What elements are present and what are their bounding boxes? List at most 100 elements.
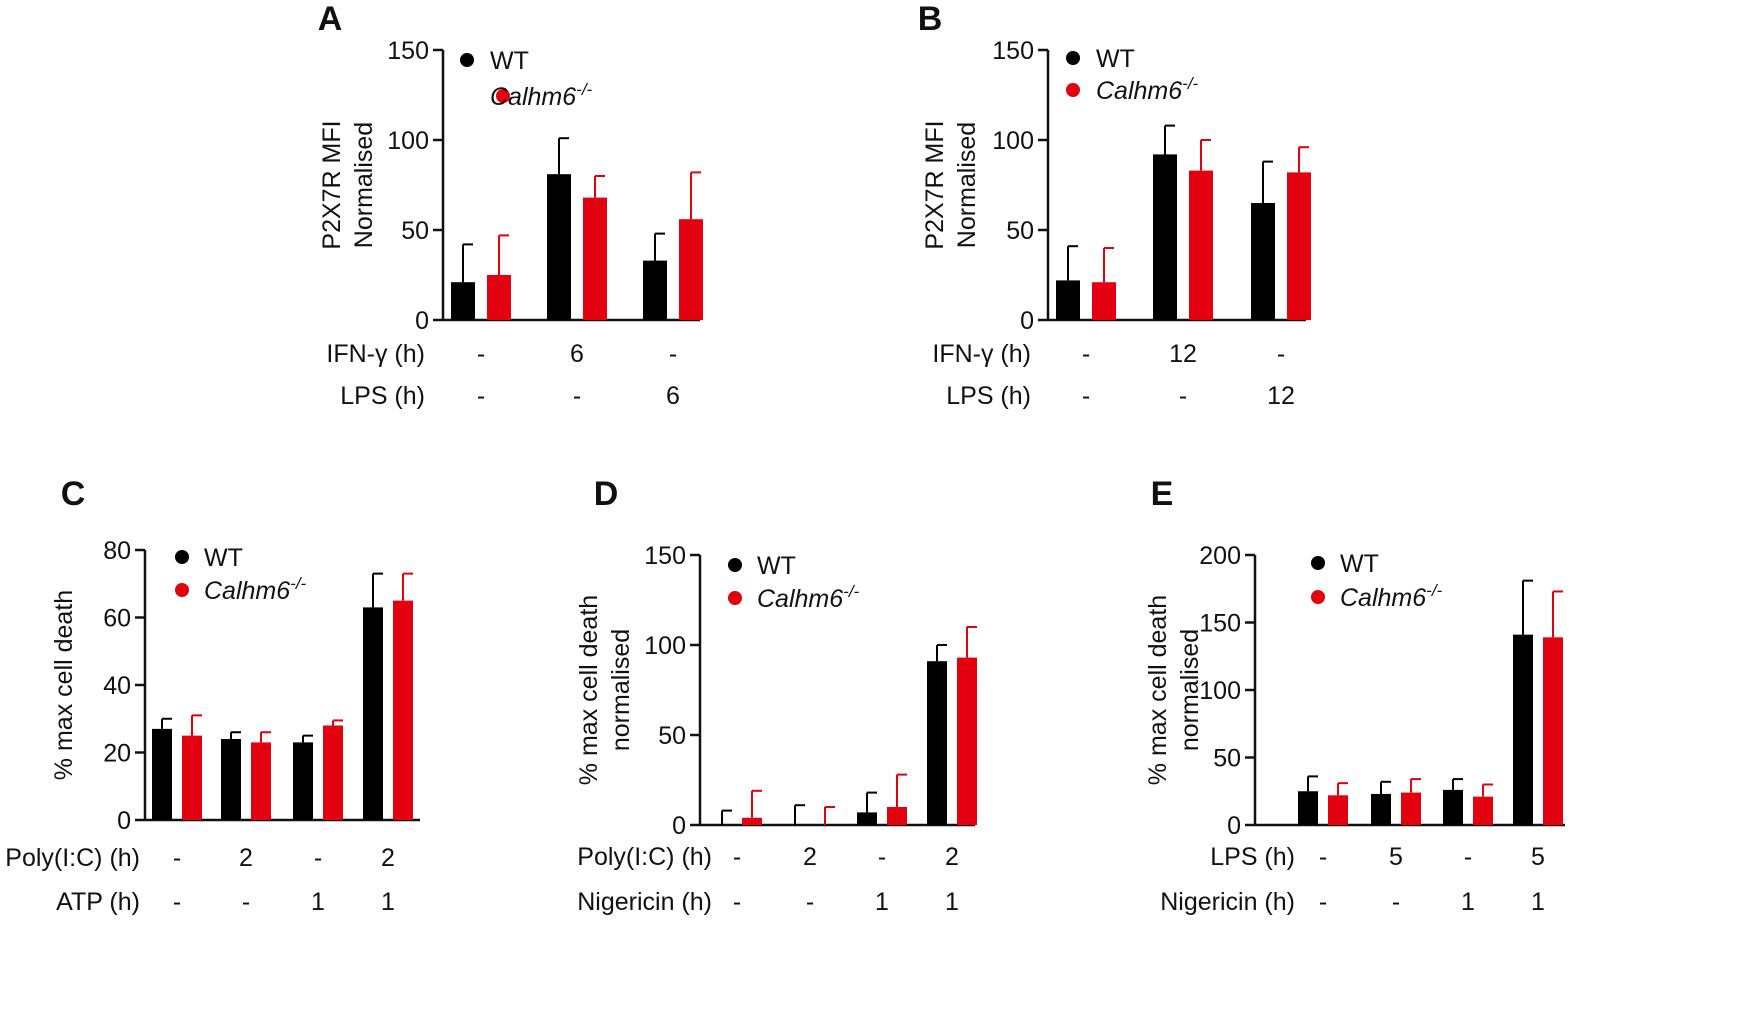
- bar: [742, 817, 762, 825]
- y-axis-title: Normalised: [350, 122, 378, 248]
- legend-label-calhm6-superscript: -/-: [1182, 74, 1198, 93]
- y-tick-label: 80: [103, 537, 131, 565]
- panel-letter: A: [318, 0, 343, 38]
- panel-b: B 0 50 100 150 P2X7R MFI Normalised IFN-γ (h) - 1…: [918, 0, 1311, 410]
- panel-letter: B: [918, 0, 943, 38]
- y-tick-label: 60: [103, 605, 131, 633]
- panel-d: D 0 50 100 150 % max cell death normalised Poly…: [575, 475, 977, 916]
- condition-value: -: [573, 382, 581, 410]
- y-tick-label: 100: [644, 632, 686, 660]
- condition-value: -: [173, 844, 181, 872]
- bar: [1513, 634, 1533, 825]
- y-tick-label: 200: [1199, 542, 1241, 570]
- condition-label: Poly(I:C) (h): [5, 844, 140, 872]
- condition-value: -: [1179, 382, 1187, 410]
- legend-marker-wt: [460, 53, 474, 67]
- condition-value: -: [314, 844, 322, 872]
- condition-value: -: [1319, 888, 1327, 916]
- panel-letter: D: [594, 475, 619, 513]
- bar: [363, 607, 383, 820]
- legend-marker-wt: [1066, 51, 1080, 65]
- bar: [1328, 795, 1348, 825]
- y-tick-label: 150: [644, 542, 686, 570]
- y-tick-label: 100: [1199, 677, 1241, 705]
- condition-value: -: [1392, 888, 1400, 916]
- bar: [221, 739, 241, 820]
- y-tick-label: 0: [415, 307, 429, 335]
- y-tick-label: 0: [1020, 307, 1034, 335]
- y-tick-label: 40: [103, 672, 131, 700]
- y-axis-title: P2X7R MFI: [318, 120, 346, 249]
- y-tick-label: 150: [1199, 610, 1241, 638]
- condition-value: 5: [1531, 843, 1545, 871]
- y-tick-label: 50: [658, 722, 686, 750]
- legend-marker-wt: [728, 558, 742, 572]
- condition-value: -: [669, 340, 677, 368]
- y-tick-label: 50: [1213, 745, 1241, 773]
- condition-value: -: [733, 888, 741, 916]
- condition-value: 12: [1169, 340, 1197, 368]
- condition-label: LPS (h): [1210, 843, 1295, 871]
- bar: [487, 275, 511, 320]
- y-axis-title: normalised: [607, 629, 635, 751]
- y-axis-title: Normalised: [953, 122, 981, 248]
- condition-value: 1: [381, 888, 395, 916]
- condition-label: ATP (h): [56, 888, 140, 916]
- bar: [1092, 282, 1116, 320]
- legend: WT Calhm6-/-: [1066, 45, 1199, 105]
- bar: [152, 728, 172, 820]
- legend-label-calhm6: Calhm6-/-: [757, 582, 860, 613]
- panel-c: C 0 20 40 60 80 % max cell death Poly(I:C) (h) -…: [5, 475, 420, 916]
- condition-value: 1: [945, 888, 959, 916]
- y-axis-title: normalised: [1176, 629, 1204, 751]
- bar: [547, 174, 571, 320]
- condition-label: IFN-γ (h): [932, 340, 1031, 368]
- legend-label-wt: WT: [1096, 45, 1135, 73]
- legend-label-calhm6: Calhm6-/-: [490, 80, 593, 111]
- legend-label-calhm6-base: Calhm6: [1096, 77, 1182, 105]
- condition-value: -: [173, 888, 181, 916]
- condition-value: 2: [381, 844, 395, 872]
- legend-label-calhm6: Calhm6-/-: [1340, 581, 1443, 612]
- legend-marker-calhm6: [1066, 83, 1080, 97]
- legend-label-calhm6-superscript: -/-: [290, 574, 306, 593]
- condition-value: 1: [311, 888, 325, 916]
- bar: [1298, 791, 1318, 825]
- legend-marker-calhm6: [1311, 590, 1325, 604]
- bar: [679, 219, 703, 320]
- legend-marker-wt: [175, 550, 189, 564]
- panel-letter: E: [1151, 475, 1174, 513]
- y-tick-label: 50: [1006, 217, 1034, 245]
- bar: [293, 742, 313, 820]
- condition-value: -: [477, 382, 485, 410]
- legend-marker-calhm6: [496, 89, 510, 103]
- condition-value: -: [878, 843, 886, 871]
- condition-value: 2: [239, 844, 253, 872]
- bar: [323, 725, 343, 820]
- condition-value: -: [1277, 340, 1285, 368]
- legend-label-wt: WT: [1340, 550, 1379, 578]
- y-tick-label: 20: [103, 740, 131, 768]
- bar: [1189, 170, 1213, 320]
- legend-label-wt: WT: [204, 544, 243, 572]
- condition-label: LPS (h): [946, 382, 1031, 410]
- condition-value: -: [1464, 843, 1472, 871]
- legend-label-calhm6-base: Calhm6: [204, 577, 290, 605]
- y-tick-label: 100: [387, 127, 429, 155]
- legend-label-calhm6-base: Calhm6: [490, 83, 576, 111]
- y-tick-label: 0: [117, 807, 131, 835]
- bar: [451, 282, 475, 320]
- bar: [1473, 796, 1493, 825]
- legend-label-calhm6-superscript: -/-: [576, 80, 592, 99]
- y-axis-title: P2X7R MFI: [921, 120, 949, 249]
- condition-value: 1: [875, 888, 889, 916]
- condition-value: 6: [666, 382, 680, 410]
- condition-value: -: [1082, 382, 1090, 410]
- legend-marker-calhm6: [728, 591, 742, 605]
- y-axis-title: % max cell death: [1144, 595, 1172, 785]
- y-axis-title: % max cell death: [50, 590, 78, 780]
- legend-label-wt: WT: [490, 47, 529, 75]
- legend-marker-calhm6: [175, 583, 189, 597]
